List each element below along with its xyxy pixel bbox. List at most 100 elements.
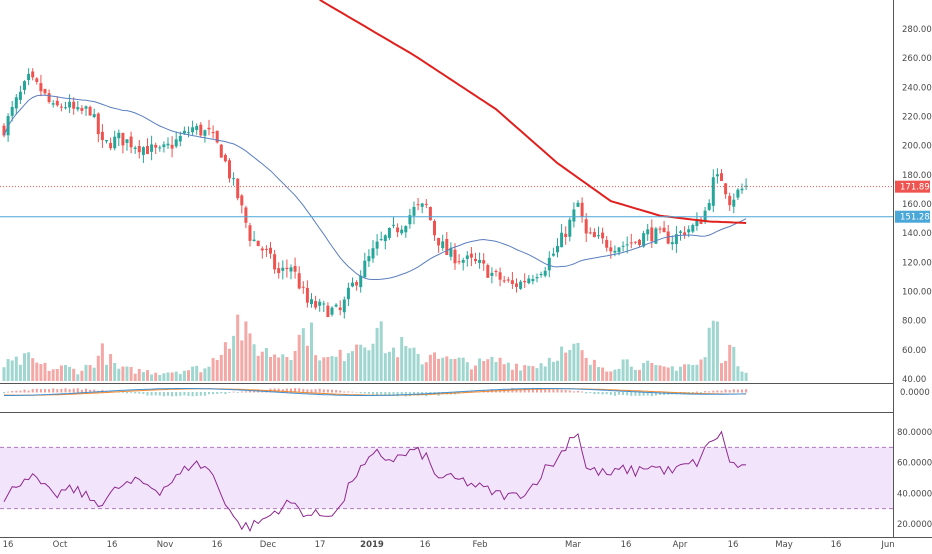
candle[interactable] bbox=[18, 91, 22, 100]
candle[interactable] bbox=[199, 124, 203, 136]
candle[interactable] bbox=[47, 93, 51, 103]
candle[interactable] bbox=[695, 220, 699, 226]
candle[interactable] bbox=[400, 229, 404, 234]
candle[interactable] bbox=[383, 235, 387, 242]
candle[interactable] bbox=[260, 248, 264, 251]
candle[interactable] bbox=[605, 239, 609, 248]
candle[interactable] bbox=[76, 107, 80, 110]
candle[interactable] bbox=[662, 227, 666, 233]
candle[interactable] bbox=[646, 229, 650, 235]
candle[interactable] bbox=[724, 183, 728, 195]
candle[interactable] bbox=[228, 160, 231, 179]
candle[interactable] bbox=[699, 221, 703, 224]
candle[interactable] bbox=[338, 307, 342, 311]
candle[interactable] bbox=[158, 147, 162, 149]
candle[interactable] bbox=[379, 239, 383, 241]
time-axis[interactable]: 16 Oct 16 Nov 16 Dec 17 2019 16 Feb Mar 16 Apr 16 May 1… bbox=[3, 540, 895, 550]
candle[interactable] bbox=[14, 97, 18, 109]
macd-pane[interactable] bbox=[3, 387, 748, 397]
candle[interactable] bbox=[232, 178, 236, 180]
candle[interactable] bbox=[478, 259, 482, 263]
candle[interactable] bbox=[428, 206, 432, 221]
candle[interactable] bbox=[572, 209, 576, 222]
candle[interactable] bbox=[264, 248, 268, 250]
candle[interactable] bbox=[654, 228, 658, 244]
candle[interactable] bbox=[687, 229, 691, 233]
candle[interactable] bbox=[314, 300, 318, 308]
candle[interactable] bbox=[326, 305, 330, 318]
candle[interactable] bbox=[256, 240, 260, 247]
candle[interactable] bbox=[396, 227, 400, 233]
candle[interactable] bbox=[584, 219, 588, 234]
candle[interactable] bbox=[273, 254, 277, 270]
candle[interactable] bbox=[31, 71, 35, 78]
candle[interactable] bbox=[519, 281, 523, 289]
candle[interactable] bbox=[240, 195, 244, 206]
candle[interactable] bbox=[342, 299, 346, 313]
candle[interactable] bbox=[51, 103, 55, 105]
candle[interactable] bbox=[109, 142, 113, 149]
candle[interactable] bbox=[92, 114, 96, 117]
price-pane[interactable] bbox=[0, 0, 893, 381]
candle[interactable] bbox=[666, 231, 670, 244]
candle[interactable] bbox=[457, 261, 461, 263]
candle[interactable] bbox=[588, 232, 592, 234]
candle[interactable] bbox=[387, 227, 391, 238]
candle[interactable] bbox=[744, 185, 748, 187]
candle[interactable] bbox=[551, 253, 555, 256]
candle[interactable] bbox=[289, 267, 293, 272]
candle[interactable] bbox=[691, 224, 695, 232]
candle[interactable] bbox=[625, 244, 629, 246]
candle[interactable] bbox=[182, 130, 186, 134]
candle[interactable] bbox=[633, 241, 637, 243]
candle[interactable] bbox=[133, 147, 137, 149]
candle[interactable] bbox=[568, 219, 572, 237]
candle[interactable] bbox=[2, 125, 6, 136]
candle[interactable] bbox=[35, 78, 39, 82]
candle[interactable] bbox=[445, 239, 449, 256]
candle[interactable] bbox=[195, 125, 199, 131]
candle[interactable] bbox=[355, 282, 359, 286]
candle[interactable] bbox=[523, 280, 527, 283]
candle[interactable] bbox=[244, 207, 248, 223]
candle[interactable] bbox=[420, 203, 424, 207]
candle[interactable] bbox=[482, 260, 486, 264]
candle[interactable] bbox=[80, 108, 84, 111]
candle[interactable] bbox=[556, 245, 559, 253]
candle[interactable] bbox=[297, 273, 301, 289]
candle[interactable] bbox=[64, 107, 67, 109]
candle[interactable] bbox=[100, 131, 104, 141]
candle[interactable] bbox=[613, 250, 617, 253]
candle[interactable] bbox=[146, 146, 149, 154]
candle[interactable] bbox=[621, 245, 625, 247]
candle[interactable] bbox=[502, 280, 506, 282]
candle[interactable] bbox=[728, 195, 732, 206]
candle[interactable] bbox=[88, 106, 92, 116]
candle[interactable] bbox=[408, 215, 412, 225]
candle[interactable] bbox=[474, 258, 477, 262]
candle[interactable] bbox=[174, 139, 178, 147]
candle[interactable] bbox=[506, 279, 510, 281]
candle[interactable] bbox=[547, 257, 551, 271]
candle[interactable] bbox=[412, 206, 416, 216]
candle[interactable] bbox=[564, 233, 568, 238]
candle[interactable] bbox=[539, 274, 543, 276]
candle[interactable] bbox=[494, 271, 498, 273]
candle[interactable] bbox=[597, 235, 600, 237]
candle[interactable] bbox=[117, 132, 121, 139]
candle[interactable] bbox=[404, 226, 408, 233]
candle[interactable] bbox=[437, 237, 441, 246]
candle[interactable] bbox=[141, 147, 145, 155]
candle[interactable] bbox=[170, 144, 174, 149]
candle[interactable] bbox=[560, 232, 564, 248]
candle[interactable] bbox=[84, 106, 88, 109]
candle[interactable] bbox=[642, 233, 646, 247]
candle[interactable] bbox=[207, 127, 211, 130]
candle[interactable] bbox=[453, 249, 457, 264]
candle[interactable] bbox=[490, 272, 494, 276]
candle[interactable] bbox=[486, 265, 490, 278]
candle[interactable] bbox=[674, 234, 678, 245]
candle[interactable] bbox=[592, 232, 596, 238]
candle[interactable] bbox=[269, 247, 272, 254]
candle[interactable] bbox=[679, 231, 682, 233]
